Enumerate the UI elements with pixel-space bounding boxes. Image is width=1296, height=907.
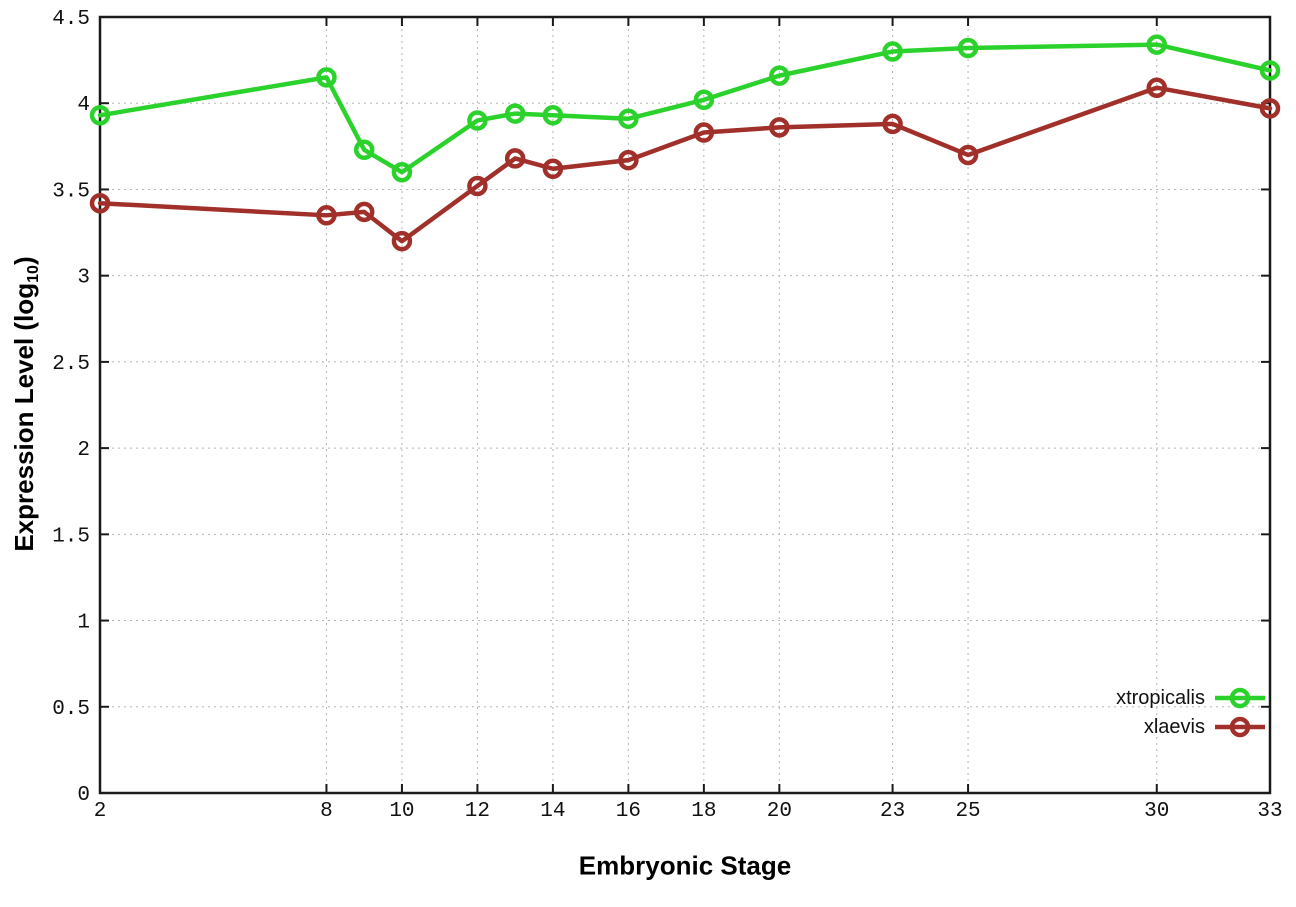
legend-item-xlaevis: xlaevis — [1144, 714, 1266, 740]
data-point-xlaevis — [882, 113, 903, 135]
plot-border — [98, 15, 1272, 795]
y-tick-label: 1.5 — [52, 525, 90, 548]
y-axis-title-text: Expression Level (log — [9, 282, 40, 552]
x-tick-label: 23 — [880, 800, 905, 823]
data-point-xtropicalis — [957, 37, 979, 59]
data-point-xlaevis — [467, 175, 488, 197]
data-point-xtropicalis — [618, 108, 639, 129]
y-tick-label: 3 — [77, 267, 90, 290]
y-tick-label: 0 — [77, 784, 90, 807]
data-point-xtropicalis — [769, 65, 790, 86]
legend-sample-line-icon — [1215, 687, 1265, 709]
data-point-xlaevis — [618, 149, 639, 171]
y-axis-title: Expression Level (log10) — [9, 256, 43, 551]
data-point-xlaevis — [89, 192, 111, 214]
x-axis-title: Embryonic Stage — [578, 850, 792, 881]
legend-item-xtropicalis: xtropicalis — [1116, 685, 1266, 711]
x-tick-label: 8 — [320, 800, 333, 823]
data-point-xtropicalis — [882, 41, 903, 62]
y-tick-label: 3.5 — [52, 180, 90, 203]
y-tick-label: 0.5 — [52, 698, 90, 721]
legend-label-xtropicalis: xtropicalis — [1116, 686, 1205, 709]
y-tick-label: 2.5 — [52, 353, 90, 376]
data-point-xtropicalis — [693, 89, 715, 111]
x-tick-label: 30 — [1144, 800, 1169, 823]
data-point-xlaevis — [957, 144, 979, 166]
x-tick-label: 14 — [540, 800, 565, 823]
x-tick-label: 18 — [691, 800, 716, 823]
data-point-xtropicalis — [467, 110, 488, 131]
y-tick-label: 2 — [77, 439, 90, 462]
data-point-xtropicalis — [542, 105, 564, 126]
x-tick-label: 25 — [955, 800, 980, 823]
data-point-xlaevis — [1146, 77, 1168, 98]
data-point-xlaevis — [353, 201, 375, 223]
y-axis-title-close: ) — [9, 256, 40, 265]
data-point-xtropicalis — [89, 105, 111, 126]
data-point-xlaevis — [504, 148, 526, 169]
x-tick-label: 12 — [465, 800, 490, 823]
data-point-xlaevis — [1259, 98, 1281, 119]
data-point-xtropicalis — [1146, 34, 1168, 55]
x-tick-label: 20 — [767, 800, 792, 823]
y-tick-label: 4 — [77, 94, 90, 117]
x-tick-label: 16 — [616, 800, 641, 823]
data-point-xlaevis — [542, 158, 564, 180]
data-point-xlaevis — [693, 122, 715, 143]
legend: xtropicalis xlaevis — [1116, 685, 1266, 740]
legend-label-xlaevis: xlaevis — [1143, 715, 1205, 738]
legend-sample-line-icon — [1215, 716, 1265, 738]
y-tick-label: 4.5 — [52, 8, 90, 31]
data-point-xlaevis — [391, 230, 413, 252]
x-tick-label: 2 — [94, 800, 107, 823]
data-point-xlaevis — [316, 205, 337, 226]
series-line-xlaevis — [97, 85, 1273, 244]
data-point-xtropicalis — [1259, 60, 1281, 81]
data-point-xtropicalis — [391, 161, 413, 183]
data-point-xlaevis — [769, 117, 790, 138]
y-tick-label: 1 — [77, 612, 90, 635]
x-tick-label: 33 — [1257, 800, 1282, 823]
data-point-xtropicalis — [504, 103, 526, 124]
y-axis-title-subscript: 10 — [23, 265, 42, 283]
data-point-xtropicalis — [316, 67, 337, 88]
x-tick-label: 10 — [389, 800, 414, 823]
data-point-xtropicalis — [353, 139, 375, 161]
